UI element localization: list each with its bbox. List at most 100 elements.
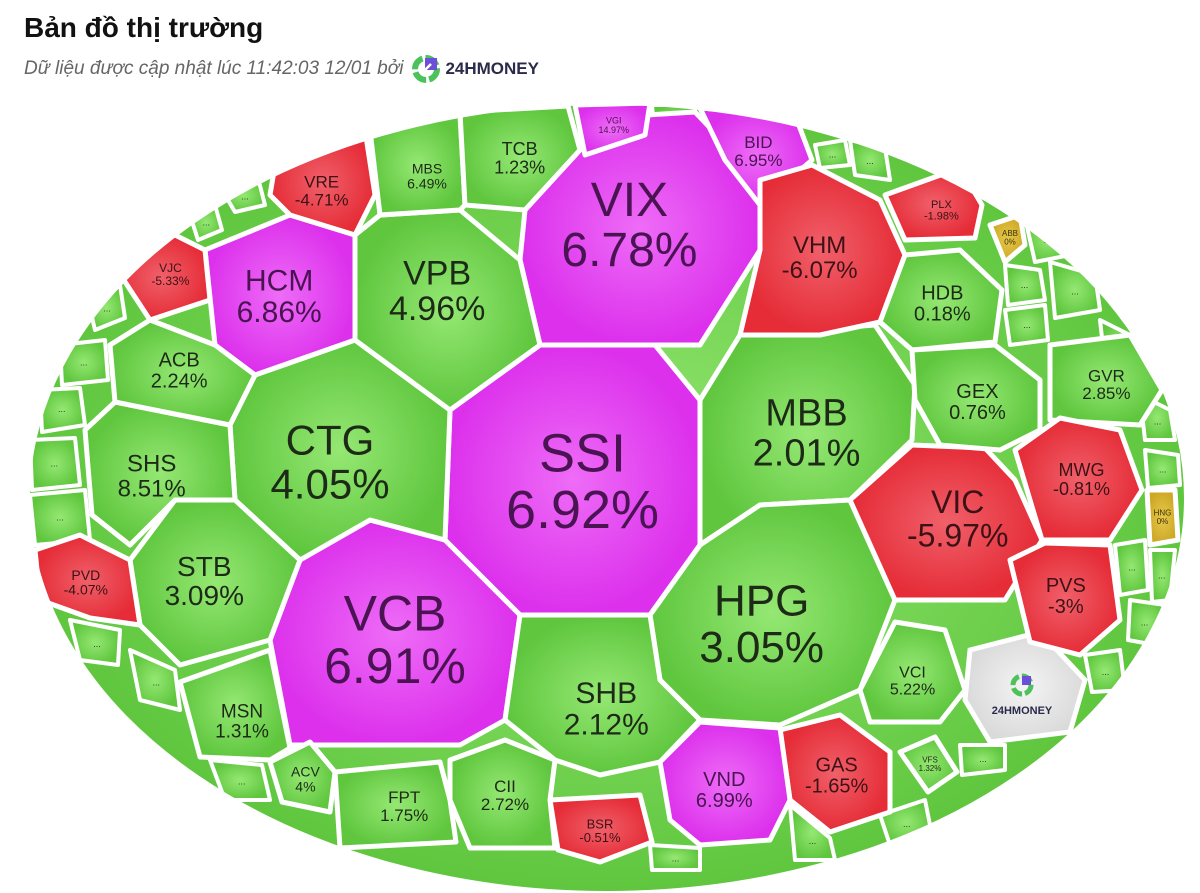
stock-cell-vfs[interactable] xyxy=(897,734,960,795)
stock-cell-shape xyxy=(332,759,459,851)
minor-cell-label: ... xyxy=(829,150,837,160)
stock-cell-minor[interactable] xyxy=(1003,303,1050,347)
stock-cell-pvs[interactable] xyxy=(1007,540,1123,658)
stock-cell-mwg[interactable] xyxy=(1012,415,1145,543)
stock-change: 6.92% xyxy=(506,480,659,540)
stock-cell-minor[interactable] xyxy=(68,618,122,667)
minor-cell-label: ... xyxy=(866,156,874,166)
stock-change: 1.23% xyxy=(494,158,545,178)
stock-change: 14.97% xyxy=(598,125,629,135)
stock-cell-shape xyxy=(177,647,293,763)
minor-cell-label: ... xyxy=(241,191,249,201)
stock-cell-shape xyxy=(1144,487,1181,548)
stock-change: -3% xyxy=(1048,596,1084,618)
stock-ticker: ABB xyxy=(1002,229,1018,238)
minor-cell-label: ... xyxy=(238,776,246,786)
stock-change: 2.72% xyxy=(481,795,529,814)
stock-cell-minor[interactable] xyxy=(128,648,182,712)
stock-ticker: FPT xyxy=(388,788,420,807)
minor-cell-label: ... xyxy=(50,458,58,468)
stock-ticker: VHM xyxy=(793,232,846,259)
stock-cell-shape xyxy=(1007,540,1123,658)
stock-cell-gvr[interactable] xyxy=(1047,332,1165,428)
stock-change: -6.07% xyxy=(782,257,858,284)
stock-ticker: PVS xyxy=(1046,575,1086,597)
minor-cell-label: ... xyxy=(103,303,111,313)
stock-cell-abb[interactable] xyxy=(987,212,1028,265)
stock-cell-shape xyxy=(897,734,960,795)
stock-cell-minor[interactable] xyxy=(58,338,110,387)
stock-cell-shape xyxy=(267,739,338,815)
stock-change: -0.51% xyxy=(579,830,621,845)
stock-cell-minor[interactable] xyxy=(958,743,1007,777)
stock-cell-acv[interactable] xyxy=(267,739,338,815)
stock-ticker: VIX xyxy=(591,174,668,227)
stock-cell-minor[interactable] xyxy=(208,758,272,802)
stock-ticker: GVR xyxy=(1088,366,1125,385)
stock-cell-hng[interactable] xyxy=(1144,487,1181,548)
stock-cell-minor[interactable] xyxy=(1113,538,1150,597)
minor-cell-label: ... xyxy=(202,218,210,228)
stock-cell-minor[interactable] xyxy=(1003,263,1047,307)
stock-ticker: MSN xyxy=(221,702,263,723)
stock-ticker: VRE xyxy=(304,172,339,191)
stock-ticker: BSR xyxy=(587,817,614,832)
stock-cell-gex[interactable] xyxy=(909,342,1043,453)
stock-cell-vci[interactable] xyxy=(857,619,968,725)
stock-ticker: SHS xyxy=(127,450,176,477)
stock-change: 2.85% xyxy=(1082,384,1130,403)
stock-cell-shape xyxy=(857,619,968,725)
stock-change: 6.99% xyxy=(696,790,753,812)
stock-ticker: HDB xyxy=(921,283,963,305)
stock-ticker: HPG xyxy=(714,577,809,626)
stock-ticker: PVD xyxy=(71,567,100,583)
stock-cell-fpt[interactable] xyxy=(332,759,459,851)
minor-cell-label: ... xyxy=(1128,563,1136,573)
stock-cell-tcb[interactable] xyxy=(457,103,583,213)
minor-cell-label: ... xyxy=(809,836,817,846)
stock-ticker: HCM xyxy=(245,264,313,297)
stock-ticker: MWG xyxy=(1059,460,1105,480)
minor-cell-label: ... xyxy=(93,639,101,649)
stock-ticker: VIC xyxy=(931,484,984,520)
24hmoney-logo-icon xyxy=(412,55,441,83)
brand-name: 24HMONEY xyxy=(445,59,539,78)
stock-ticker: TCB xyxy=(502,139,538,159)
stock-change: -0.81% xyxy=(1053,479,1110,499)
stock-ticker: PLX xyxy=(931,199,952,211)
stock-change: 6.91% xyxy=(324,638,466,694)
stock-change: 0% xyxy=(1004,237,1016,246)
update-info: Dữ liệu được cập nhật lúc 11:42:03 12/01… xyxy=(24,54,539,84)
stock-ticker: GAS xyxy=(816,755,858,777)
brand-logo[interactable]: 24HMONEY xyxy=(411,54,539,84)
stock-ticker: SSI xyxy=(539,423,626,483)
stock-ticker: HNG xyxy=(1154,508,1172,517)
minor-cell-label: ... xyxy=(152,678,160,688)
stock-cell-minor[interactable] xyxy=(648,843,702,872)
stock-cell-minor[interactable] xyxy=(813,138,852,170)
stock-ticker: STB xyxy=(177,551,231,582)
stock-cell-msn[interactable] xyxy=(177,647,293,763)
minor-cell-label: ... xyxy=(1023,320,1031,330)
stock-change: 1.31% xyxy=(215,721,269,742)
stock-cell-vic[interactable] xyxy=(847,442,1045,603)
stock-cell-minor[interactable] xyxy=(28,436,82,492)
minor-cell-label: ... xyxy=(80,358,88,368)
stock-change: -4.71% xyxy=(295,190,349,209)
minor-cell-label: ... xyxy=(979,754,987,764)
stock-ticker: VGI xyxy=(606,116,622,126)
stock-change: 0.18% xyxy=(914,304,971,326)
stock-change: 0% xyxy=(1157,517,1169,526)
minor-cell-label: ... xyxy=(1158,571,1166,581)
stock-cell-minor[interactable] xyxy=(1143,448,1182,490)
stock-ticker: VJC xyxy=(159,261,182,275)
stock-ticker: SHB xyxy=(575,677,637,710)
stock-cell-shape xyxy=(987,212,1028,265)
stock-cell-shape xyxy=(909,342,1043,453)
update-timestamp-text: Dữ liệu được cập nhật lúc 11:42:03 12/01… xyxy=(24,58,404,79)
stock-cell-vnd[interactable] xyxy=(657,719,793,848)
stock-cell-shape xyxy=(657,719,793,848)
stock-ticker: ACV xyxy=(291,764,320,780)
stock-change: 5.22% xyxy=(890,682,935,699)
